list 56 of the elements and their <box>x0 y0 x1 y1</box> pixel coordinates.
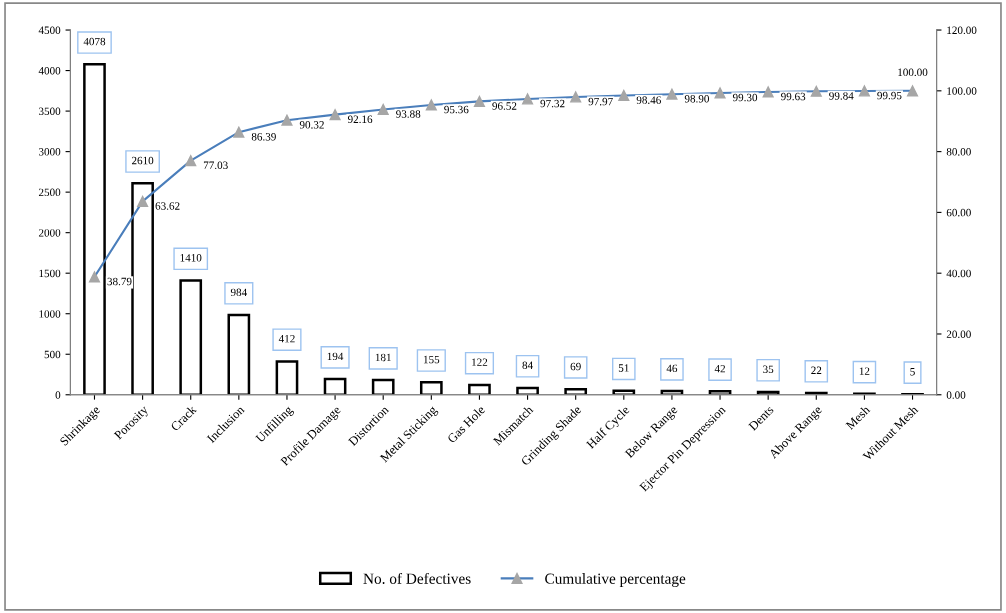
data-label: 84 <box>522 361 533 370</box>
data-label: 99.84 <box>829 92 854 100</box>
y2-tick-label: 0.00 <box>946 391 966 399</box>
y-tick-label: 2000 <box>38 229 61 237</box>
y2-tick-label: 40.00 <box>946 269 971 278</box>
data-label: 51 <box>618 364 629 372</box>
data-label: 92.16 <box>347 115 373 124</box>
data-label: 98.46 <box>636 96 661 104</box>
data-label: 412 <box>278 334 295 343</box>
data-label: 99.95 <box>877 91 902 100</box>
data-label: 122 <box>472 358 488 366</box>
data-label: 2610 <box>131 156 154 165</box>
data-label: 97.97 <box>588 97 613 106</box>
data-label: 4078 <box>83 37 106 46</box>
data-label: 5 <box>910 368 915 376</box>
y2-tick-label: 120.00 <box>947 26 977 35</box>
data-label: 98.90 <box>684 95 709 103</box>
y-tick-label: 1500 <box>39 269 61 278</box>
y-tick-label: 2500 <box>38 188 61 197</box>
y-tick-label: 3000 <box>39 148 61 156</box>
legend-label: No. of Defectives <box>363 572 471 584</box>
data-label: 181 <box>375 353 391 362</box>
data-label: 93.88 <box>396 110 421 118</box>
data-label: 38.79 <box>107 277 132 286</box>
y2-tick-label: 20.00 <box>946 330 971 338</box>
y-tick-label: 4000 <box>38 67 61 75</box>
data-label: 97.32 <box>540 99 565 108</box>
data-label: 90.32 <box>299 121 324 129</box>
data-label: 155 <box>423 355 440 364</box>
y-tick-label: 0 <box>55 391 61 399</box>
y-tick-label: 500 <box>44 350 61 359</box>
y-tick-label: 3500 <box>39 107 61 116</box>
data-label: 69 <box>570 362 581 371</box>
data-label: 77.03 <box>203 161 228 170</box>
data-label: 86.39 <box>251 133 276 141</box>
y2-tick-label: 60.00 <box>946 208 971 217</box>
y-tick-label: 4500 <box>38 26 61 34</box>
data-label: 42 <box>714 364 725 373</box>
data-label: 99.63 <box>781 92 806 101</box>
y2-tick-label: 100.00 <box>947 87 977 95</box>
data-label: 95.36 <box>444 105 469 114</box>
data-label: 194 <box>327 352 344 361</box>
data-label: 984 <box>230 288 247 297</box>
data-label: 96.52 <box>492 102 517 110</box>
data-label: 63.62 <box>155 202 180 210</box>
data-label: 12 <box>859 367 870 375</box>
data-label: 1410 <box>180 254 202 262</box>
legend-label: Cumulative percentage <box>545 573 686 587</box>
data-label: 22 <box>811 366 822 374</box>
x-tick-label: Gas Hole <box>446 404 486 444</box>
data-label: 46 <box>666 364 678 373</box>
data-label: 35 <box>763 365 774 374</box>
data-label: 100.00 <box>898 68 928 77</box>
y2-tick-label: 80.00 <box>946 148 971 156</box>
data-label: 99.30 <box>732 93 758 102</box>
y-tick-label: 1000 <box>39 310 61 318</box>
